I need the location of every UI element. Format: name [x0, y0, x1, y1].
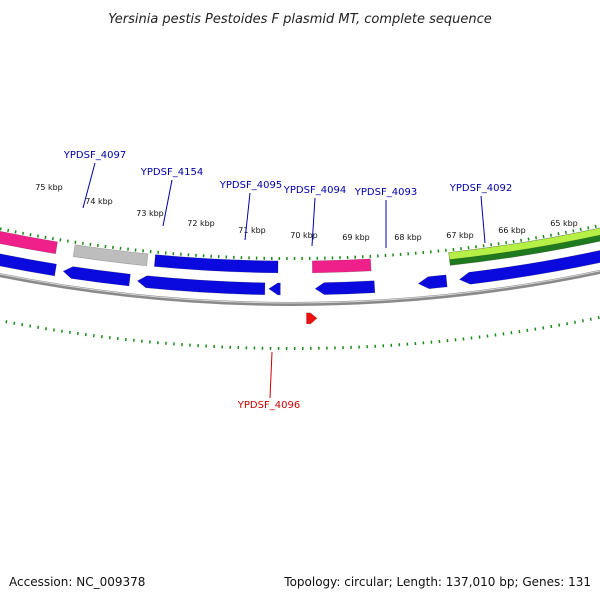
gene-leader-line	[480, 195, 486, 244]
gene-label: YPDSF_4095	[219, 180, 282, 191]
tick-mark	[550, 324, 553, 329]
tick-mark	[594, 224, 597, 228]
tick-mark	[558, 323, 561, 327]
gene-features	[0, 227, 600, 325]
tick-mark	[14, 230, 17, 234]
plasmid-backbone-highlight	[0, 270, 600, 304]
kbp-label: 68 kbp	[394, 233, 422, 242]
tick-mark	[5, 320, 8, 324]
gene-label: YPDSF_4096	[237, 400, 300, 411]
kbp-label: 75 kbp	[35, 183, 63, 192]
plasmid-backbone	[0, 269, 600, 306]
gene-leader-line	[82, 162, 96, 209]
gene-feature-blue	[136, 275, 266, 296]
accession-text: Accession: NC_009378	[9, 575, 145, 589]
tick-mark	[21, 323, 24, 327]
gene-feature-blue	[62, 266, 131, 287]
tick-mark	[581, 319, 584, 323]
tick-mark	[22, 231, 25, 235]
gene-label-leaders	[82, 162, 486, 399]
gene-feature-blue	[314, 280, 376, 295]
outer-tick-ring	[0, 224, 597, 260]
gene-feature-red	[306, 312, 318, 325]
kbp-label: 70 kbp	[290, 231, 318, 240]
tick-mark	[0, 227, 2, 231]
tick-mark	[36, 234, 39, 238]
tick-mark	[542, 234, 545, 239]
tick-mark	[557, 232, 560, 236]
gene-leader-line	[311, 197, 316, 247]
kbp-label: 73 kbp	[136, 209, 164, 218]
gene-feature-blue	[153, 254, 279, 274]
tick-mark	[566, 322, 569, 326]
tick-mark	[589, 317, 592, 321]
gene-label: YPDSF_4094	[283, 185, 346, 196]
gene-feature-blue	[0, 253, 57, 277]
tick-mark	[564, 230, 567, 234]
kbp-label: 65 kbp	[550, 219, 578, 228]
tick-mark	[13, 321, 16, 325]
gene-leader-line	[244, 192, 251, 241]
gene-leader-line	[269, 351, 273, 399]
gene-label: YPDSF_4093	[354, 187, 417, 198]
gene-label: YPDSF_4092	[449, 183, 512, 194]
gene-feature-blue	[417, 274, 448, 290]
gene-label: YPDSF_4097	[63, 150, 126, 161]
gene-label: YPDSF_4154	[140, 167, 203, 178]
tick-mark	[549, 233, 553, 237]
kbp-label: 67 kbp	[446, 231, 474, 240]
kbp-label: 71 kbp	[238, 226, 266, 235]
gene-feature-green	[448, 227, 600, 260]
tick-mark	[587, 226, 590, 230]
tick-mark	[29, 324, 32, 328]
tick-mark	[44, 235, 47, 239]
kbp-label: 66 kbp	[498, 226, 526, 235]
kbp-label: 74 kbp	[85, 197, 113, 206]
tick-mark	[7, 228, 10, 233]
tick-mark	[573, 320, 577, 324]
gene-feature-pink	[0, 230, 58, 255]
tick-mark	[572, 229, 575, 233]
kbp-tick-labels: 75 kbp 74 kbp 73 kbp 72 kbp 71 kbp 70 kbp 69 k…	[35, 183, 578, 242]
tick-mark	[579, 227, 582, 232]
gene-feature-blue	[268, 282, 281, 296]
gene-labels: YPDSF_4097 YPDSF_4154 YPDSF_4095 YPDSF_4094…	[63, 150, 512, 411]
kbp-label: 72 kbp	[187, 219, 215, 228]
tick-mark	[29, 233, 32, 237]
kbp-label: 69 kbp	[342, 233, 370, 242]
gene-feature-gray	[72, 244, 149, 267]
gene-feature-blue	[458, 250, 600, 285]
inner-tick-ring	[5, 315, 600, 350]
topology-summary: Topology: circular; Length: 137,010 bp; …	[283, 575, 591, 589]
map-title: Yersinia pestis Pestoides F plasmid MT, …	[108, 12, 492, 27]
gene-leader-line	[162, 179, 173, 227]
tick-mark	[535, 236, 538, 240]
gene-feature-pink	[311, 258, 372, 274]
tick-mark	[597, 315, 600, 320]
